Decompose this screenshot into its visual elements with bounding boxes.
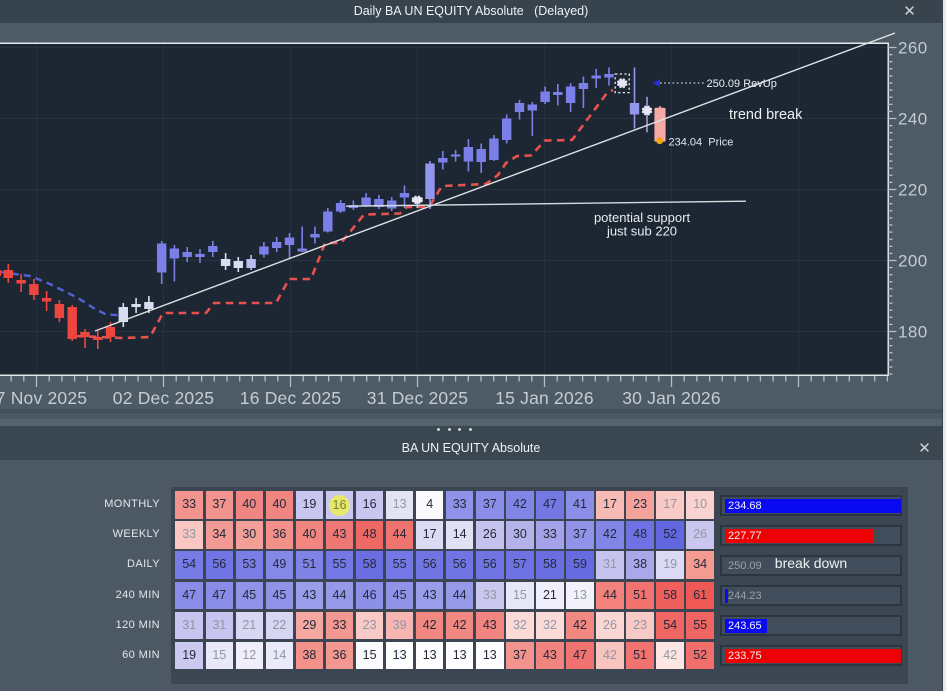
svg-text:15 Jan 2026: 15 Jan 2026: [495, 388, 594, 408]
svg-text:200: 200: [898, 252, 928, 271]
svg-text:17 Nov 2025: 17 Nov 2025: [0, 388, 87, 408]
svg-text:31 Dec 2025: 31 Dec 2025: [367, 388, 468, 408]
svg-text:220: 220: [898, 181, 928, 200]
svg-text:potential support: potential support: [594, 210, 691, 225]
svg-text:just sub 220: just sub 220: [606, 224, 677, 239]
svg-text:260: 260: [898, 39, 928, 58]
svg-text:trend break: trend break: [729, 107, 803, 123]
svg-text:16 Dec 2025: 16 Dec 2025: [240, 388, 341, 408]
svg-text:180: 180: [898, 323, 928, 342]
svg-text:02 Dec 2025: 02 Dec 2025: [113, 388, 214, 408]
svg-text:240: 240: [898, 110, 928, 129]
svg-text:234.04 Price: 234.04 Price: [669, 137, 734, 149]
svg-text:250.09 RevUp: 250.09 RevUp: [707, 78, 777, 90]
svg-text:30 Jan 2026: 30 Jan 2026: [622, 388, 721, 408]
